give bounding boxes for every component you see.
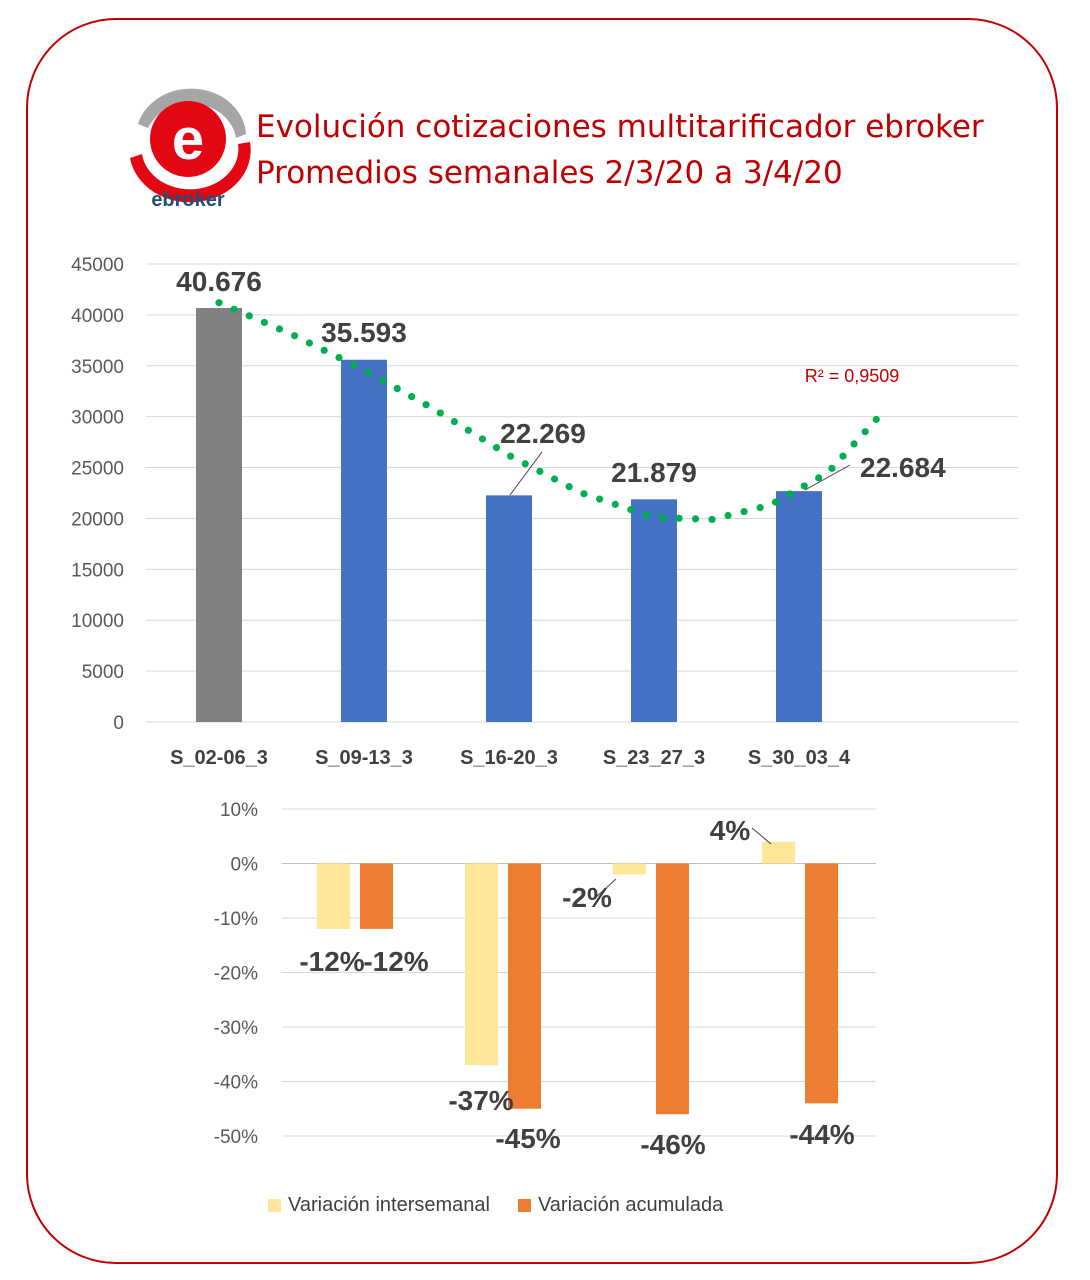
logo-grey-arc — [138, 88, 246, 138]
logo-e-glyph: e — [172, 107, 204, 172]
legend-label-intersemanal: Variación intersemanal — [288, 1193, 490, 1216]
legend-swatch-intersemanal — [268, 1198, 281, 1212]
legend-swatch-acumulada — [517, 1198, 531, 1212]
logo-red-swirl — [130, 142, 251, 203]
logo-text: ebroker — [151, 189, 225, 211]
page-title: Evolución cotizaciones multitarificador … — [256, 104, 1036, 196]
legend-label-acumulada: Variación acumulada — [537, 1193, 724, 1216]
ebroker-logo: e ebroker — [130, 88, 251, 211]
title-line-1: Evolución cotizaciones multitarificador … — [256, 109, 984, 145]
legend-item-intersemanal: Variación intersemanal — [268, 1194, 490, 1217]
legend: Variación intersemanal Variación acumula… — [268, 1192, 751, 1218]
legend-item-acumulada: Variación acumulada — [517, 1193, 724, 1217]
title-line-2: Promedios semanales 2/3/20 a 3/4/20 — [256, 155, 843, 191]
logo-red-circle — [150, 101, 226, 177]
